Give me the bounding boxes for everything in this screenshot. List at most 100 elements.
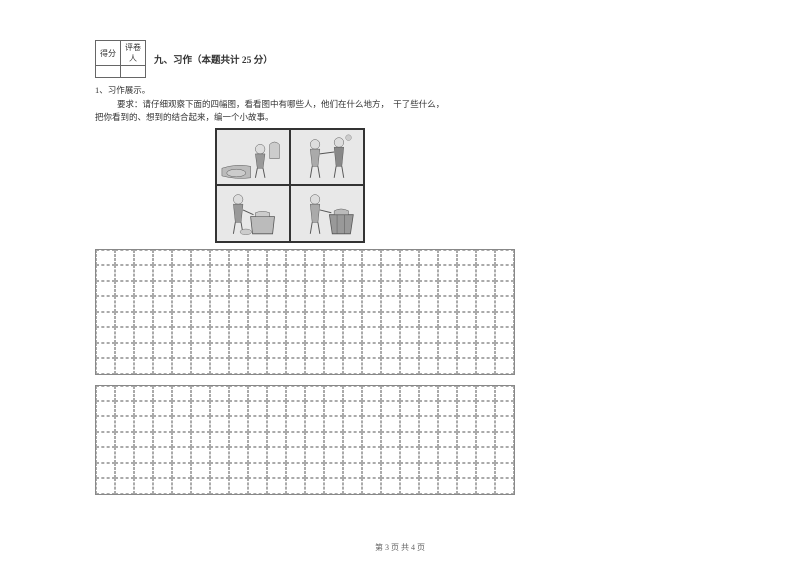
grid-cell — [115, 312, 134, 328]
section-points: （本题共计 25 分） — [192, 56, 273, 66]
grid-cell — [381, 327, 400, 343]
grid-cell — [191, 281, 210, 297]
grid-cell — [172, 250, 191, 266]
grid-cell — [229, 312, 248, 328]
grid-cell — [438, 250, 457, 266]
grid-cell — [172, 265, 191, 281]
grid-cell — [115, 265, 134, 281]
grid-cell — [438, 343, 457, 359]
grid-cell — [495, 478, 514, 493]
grid-cell — [419, 327, 438, 343]
grid-cell — [495, 358, 514, 374]
grid-cell — [476, 447, 495, 462]
grader-cell — [121, 66, 146, 78]
grid-cell — [381, 343, 400, 359]
grid-cell — [419, 250, 438, 266]
grid-cell — [495, 296, 514, 312]
grid-cell — [324, 265, 343, 281]
grid-cell — [134, 265, 153, 281]
section-header: 得分 评卷人 九、习作（本题共计 25 分） — [95, 40, 705, 78]
grid-cell — [476, 265, 495, 281]
grid-cell — [324, 386, 343, 401]
grid-cell — [305, 386, 324, 401]
grid-cell — [286, 343, 305, 359]
grid-cell — [191, 401, 210, 416]
grid-cell — [419, 416, 438, 431]
grid-cell — [343, 250, 362, 266]
grid-cell — [115, 358, 134, 374]
grid-cell — [457, 386, 476, 401]
grid-cell — [96, 386, 115, 401]
grid-cell — [400, 358, 419, 374]
grid-cell — [495, 463, 514, 478]
grid-cell — [495, 343, 514, 359]
grid-cell — [324, 281, 343, 297]
grid-cell — [286, 281, 305, 297]
grid-cell — [343, 327, 362, 343]
grid-cell — [134, 343, 153, 359]
grid-cell — [343, 463, 362, 478]
grid-cell — [229, 327, 248, 343]
grid-cell — [457, 250, 476, 266]
grid-cell — [248, 432, 267, 447]
grid-cell — [96, 327, 115, 343]
grader-label: 评卷人 — [121, 41, 146, 66]
grid-cell — [96, 281, 115, 297]
grid-cell — [172, 432, 191, 447]
grid-cell — [267, 358, 286, 374]
grid-cell — [362, 478, 381, 493]
grid-cell — [381, 401, 400, 416]
grid-cell — [210, 312, 229, 328]
grid-cell — [96, 296, 115, 312]
grid-cell — [457, 312, 476, 328]
grid-cell — [495, 265, 514, 281]
grid-cell — [362, 463, 381, 478]
grid-cell — [134, 281, 153, 297]
grid-cell — [286, 312, 305, 328]
grid-cell — [115, 296, 134, 312]
grid-cell — [457, 358, 476, 374]
grid-cell — [229, 250, 248, 266]
grid-cell — [438, 478, 457, 493]
grid-cell — [400, 386, 419, 401]
grid-cell — [267, 312, 286, 328]
grid-cell — [324, 296, 343, 312]
item-number: 1、习作展示。 — [95, 84, 705, 96]
grid-cell — [115, 478, 134, 493]
writing-grid-2 — [95, 385, 515, 495]
grid-cell — [153, 358, 172, 374]
grid-cell — [305, 327, 324, 343]
writing-grid-1 — [95, 249, 515, 375]
grid-cell — [305, 265, 324, 281]
grid-cell — [324, 478, 343, 493]
grid-cell — [362, 358, 381, 374]
grid-cell — [172, 386, 191, 401]
grid-cell — [305, 343, 324, 359]
grid-cell — [419, 265, 438, 281]
grid-cell — [229, 478, 248, 493]
grid-cell — [248, 327, 267, 343]
grid-cell — [96, 447, 115, 462]
grid-cell — [305, 281, 324, 297]
grid-cell — [96, 416, 115, 431]
grid-cell — [210, 343, 229, 359]
grid-cell — [96, 343, 115, 359]
grid-cell — [248, 265, 267, 281]
grid-cell — [457, 296, 476, 312]
grid-cell — [229, 432, 248, 447]
grid-cell — [362, 401, 381, 416]
grid-cell — [457, 416, 476, 431]
grid-cell — [267, 416, 286, 431]
grid-cell — [400, 416, 419, 431]
grid-cell — [438, 358, 457, 374]
grid-cell — [343, 265, 362, 281]
grid-cell — [248, 386, 267, 401]
grid-cell — [381, 250, 400, 266]
grid-cell — [248, 358, 267, 374]
grid-cell — [400, 327, 419, 343]
section-name: 习作 — [173, 56, 192, 66]
grid-cell — [400, 265, 419, 281]
grid-cell — [495, 432, 514, 447]
grid-cell — [153, 312, 172, 328]
grid-cell — [305, 416, 324, 431]
